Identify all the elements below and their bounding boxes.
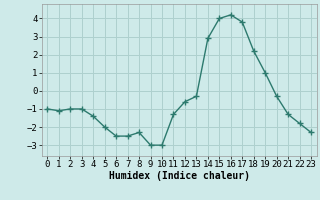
X-axis label: Humidex (Indice chaleur): Humidex (Indice chaleur) xyxy=(109,171,250,181)
